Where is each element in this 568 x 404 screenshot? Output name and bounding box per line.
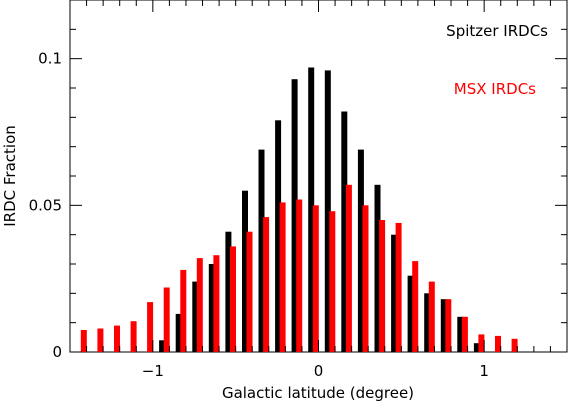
spitzer-bar [192, 281, 199, 352]
msx-bar [180, 269, 187, 352]
spitzer-bar [440, 299, 447, 352]
msx-bar [395, 222, 402, 352]
msx-bar [296, 199, 303, 352]
spitzer-bar [374, 184, 381, 352]
x-axis-label: Galactic latitude (degree) [222, 384, 414, 402]
spitzer-bar [308, 67, 315, 352]
y-tick-label: 0.05 [29, 196, 62, 214]
msx-bar [495, 335, 501, 352]
spitzer-bar [391, 234, 398, 352]
msx-bar [130, 321, 137, 352]
spitzer-bar [258, 149, 265, 352]
msx-bar [312, 205, 319, 352]
y-axis-label: IRDC Fraction [1, 125, 19, 227]
spitzer-bar [242, 190, 248, 352]
spitzer-bar [291, 79, 298, 352]
msx-bar [80, 330, 87, 352]
spitzer-bar [424, 293, 431, 352]
spitzer-bar [225, 231, 232, 352]
msx-bar [163, 287, 170, 352]
msx-bar [412, 261, 419, 352]
msx-bar [445, 299, 452, 352]
msx-bar [461, 316, 468, 352]
spitzer-bar [473, 343, 480, 352]
msx-bar [114, 325, 120, 352]
msx-bar [196, 258, 203, 352]
msx-bar [263, 217, 270, 352]
axis-ticks [70, 0, 567, 353]
spitzer-bar [175, 313, 182, 352]
axis-tick-labels: −1 0 1 0 0.05 0.1 [29, 50, 489, 380]
msx-bar [511, 338, 518, 352]
y-tick-label: 0.1 [38, 50, 62, 68]
spitzer-bar [341, 111, 348, 352]
msx-bar [213, 255, 220, 352]
spitzer-bar [275, 120, 282, 352]
spitzer-bar [457, 316, 464, 352]
msx-bar [147, 302, 154, 352]
legend-entry-spitzer: Spitzer IRDCs [446, 22, 548, 40]
spitzer-bar [159, 340, 166, 352]
bars [80, 67, 518, 353]
legend-entry-msx: MSX IRDCs [454, 80, 536, 98]
msx-bar [279, 202, 286, 352]
msx-bar [428, 281, 435, 352]
msx-bar [478, 334, 485, 352]
y-tick-label: 0 [52, 343, 62, 361]
msx-bar [345, 184, 352, 352]
msx-bar [246, 231, 253, 352]
x-tick-label: 1 [479, 362, 489, 380]
spitzer-bar [407, 275, 414, 352]
msx-bar [379, 220, 386, 352]
spitzer-bar [324, 70, 331, 353]
msx-bar [97, 328, 104, 352]
x-tick-label: 0 [314, 362, 324, 380]
msx-bar [362, 205, 369, 352]
msx-bar [230, 246, 236, 352]
spitzer-bar [357, 149, 364, 352]
x-tick-label: −1 [142, 362, 164, 380]
spitzer-bar [208, 264, 215, 352]
msx-bar [329, 211, 336, 352]
